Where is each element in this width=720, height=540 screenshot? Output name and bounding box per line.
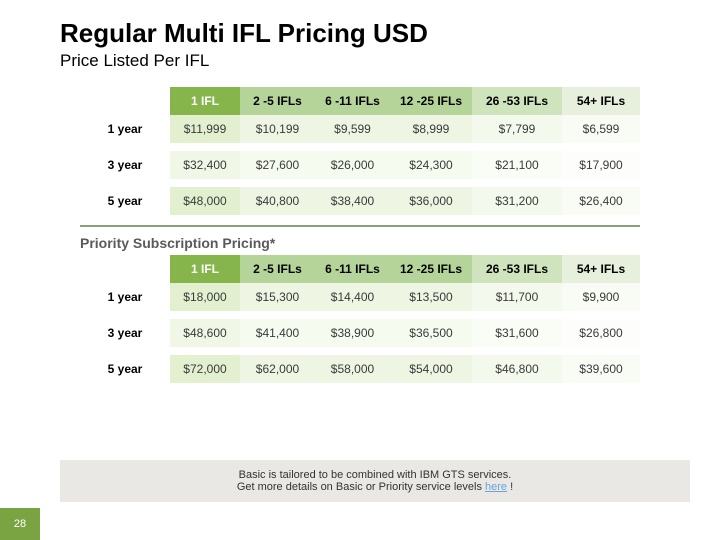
priority-heading: Priority Subscription Pricing*: [80, 235, 720, 251]
price-cell: $72,000: [170, 355, 240, 383]
section-divider: [80, 225, 640, 227]
price-cell: $54,000: [390, 355, 472, 383]
column-header: 26 -53 IFLs: [472, 255, 562, 283]
pricing-table-main: 1 IFL2 -5 IFLs6 -11 IFLs12 -25 IFLs26 -5…: [80, 87, 640, 215]
header-blank: [80, 87, 170, 115]
price-cell: $26,400: [562, 187, 640, 215]
price-cell: $48,000: [170, 187, 240, 215]
price-cell: $15,300: [240, 283, 315, 311]
footer-line1: Basic is tailored to be combined with IB…: [239, 469, 512, 481]
row-label: 1 year: [80, 115, 170, 143]
price-cell: $10,199: [240, 115, 315, 143]
column-header: 1 IFL: [170, 87, 240, 115]
price-cell: $31,600: [472, 319, 562, 347]
price-cell: $6,599: [562, 115, 640, 143]
price-cell: $8,999: [390, 115, 472, 143]
price-cell: $31,200: [472, 187, 562, 215]
price-cell: $14,400: [315, 283, 390, 311]
price-cell: $11,999: [170, 115, 240, 143]
row-label: 1 year: [80, 283, 170, 311]
slide-title: Regular Multi IFL Pricing USD: [60, 18, 720, 49]
row-label: 5 year: [80, 355, 170, 383]
price-cell: $36,000: [390, 187, 472, 215]
price-cell: $32,400: [170, 151, 240, 179]
price-cell: $48,600: [170, 319, 240, 347]
footer-note: Basic is tailored to be combined with IB…: [60, 460, 690, 502]
price-cell: $40,800: [240, 187, 315, 215]
footer-line2-suffix: !: [507, 481, 513, 493]
slide-subtitle: Price Listed Per IFL: [60, 51, 720, 71]
column-header: 1 IFL: [170, 255, 240, 283]
price-cell: $21,100: [472, 151, 562, 179]
price-cell: $24,300: [390, 151, 472, 179]
footer-line2: Get more details on Basic or Priority se…: [237, 481, 513, 493]
column-header: 6 -11 IFLs: [315, 255, 390, 283]
footer-link[interactable]: here: [485, 481, 507, 493]
row-label: 3 year: [80, 151, 170, 179]
price-cell: $46,800: [472, 355, 562, 383]
price-cell: $26,800: [562, 319, 640, 347]
price-cell: $62,000: [240, 355, 315, 383]
price-cell: $11,700: [472, 283, 562, 311]
price-cell: $13,500: [390, 283, 472, 311]
price-cell: $38,400: [315, 187, 390, 215]
price-cell: $38,900: [315, 319, 390, 347]
price-cell: $17,900: [562, 151, 640, 179]
price-cell: $18,000: [170, 283, 240, 311]
price-cell: $9,599: [315, 115, 390, 143]
row-label: 5 year: [80, 187, 170, 215]
column-header: 26 -53 IFLs: [472, 87, 562, 115]
column-header: 6 -11 IFLs: [315, 87, 390, 115]
column-header: 54+ IFLs: [562, 255, 640, 283]
price-cell: $36,500: [390, 319, 472, 347]
price-cell: $27,600: [240, 151, 315, 179]
price-cell: $9,900: [562, 283, 640, 311]
price-cell: $41,400: [240, 319, 315, 347]
header-blank: [80, 255, 170, 283]
column-header: 54+ IFLs: [562, 87, 640, 115]
page-number: 28: [0, 508, 40, 540]
column-header: 12 -25 IFLs: [390, 87, 472, 115]
price-cell: $39,600: [562, 355, 640, 383]
column-header: 12 -25 IFLs: [390, 255, 472, 283]
footer-line2-text: Get more details on Basic or Priority se…: [237, 481, 485, 493]
price-cell: $58,000: [315, 355, 390, 383]
row-label: 3 year: [80, 319, 170, 347]
price-cell: $26,000: [315, 151, 390, 179]
column-header: 2 -5 IFLs: [240, 87, 315, 115]
price-cell: $7,799: [472, 115, 562, 143]
pricing-table-priority: 1 IFL2 -5 IFLs6 -11 IFLs12 -25 IFLs26 -5…: [80, 255, 640, 383]
column-header: 2 -5 IFLs: [240, 255, 315, 283]
